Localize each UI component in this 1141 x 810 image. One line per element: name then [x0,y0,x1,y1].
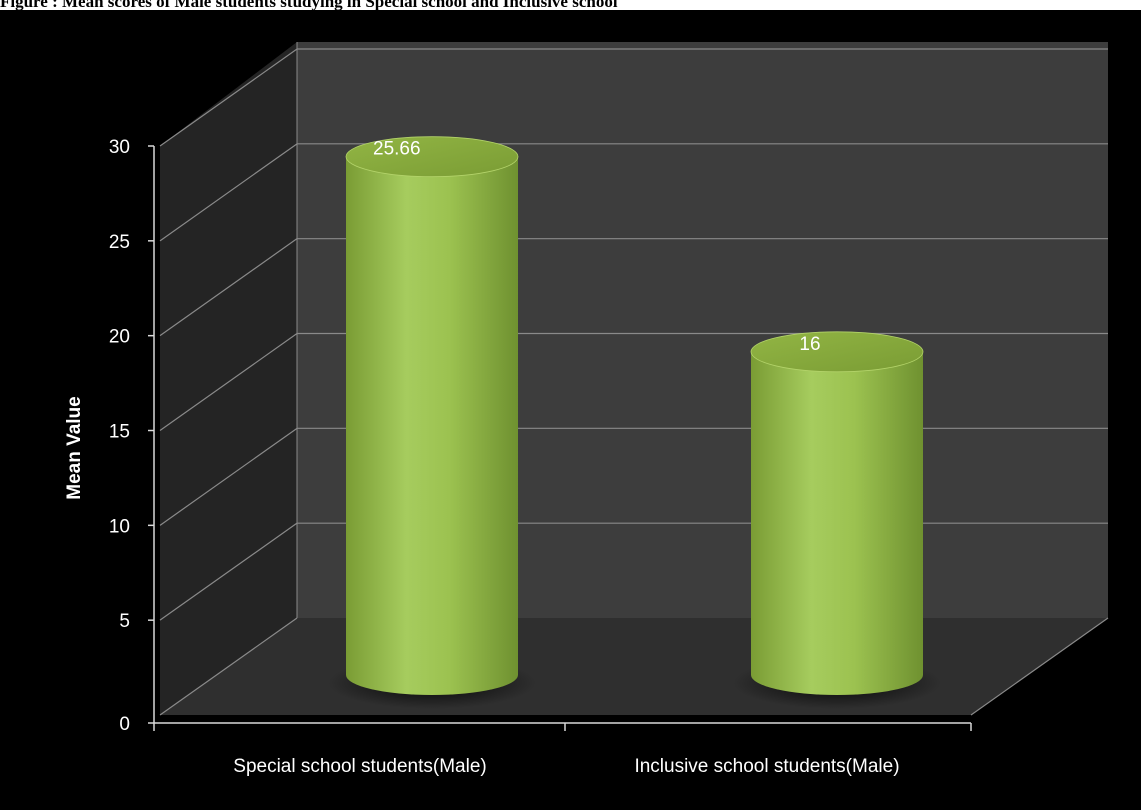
gridline-diagonal [159,143,298,242]
gridline-diagonal [159,427,298,526]
gridline-diagonal [159,333,298,431]
y-tick-label: 15 [109,422,130,443]
y-axis-ticks: 0 5 10 15 20 25 30 [109,137,154,735]
chart-frame: 0 5 10 15 20 25 30 25.66 Special school student… [0,10,1141,810]
bars: 25.66 Special school students(Male) 16 Incl… [233,136,941,777]
gridline-diagonal [159,522,298,621]
y-tick-label: 0 [119,714,130,735]
axes [153,146,972,731]
chart-side-wall [160,42,297,715]
y-tick-label: 25 [109,232,130,253]
chart-floor [160,618,1108,715]
bar-top [345,136,519,178]
floor-edge-left [159,617,298,716]
figure-caption: Figure : Mean scores of Male students st… [0,0,618,11]
floor-edge-right [970,617,1109,716]
gridline-diagonal [159,238,298,337]
y-tick-label: 20 [109,327,130,348]
bar-value-label: 25.66 [373,139,421,160]
y-tick-label: 5 [119,611,130,632]
gridline-diagonal [159,48,298,147]
y-tick-label: 30 [109,137,130,158]
bar-chart: 0 5 10 15 20 25 30 25.66 Special school student… [64,42,1109,777]
bar-value-label: 16 [799,334,820,355]
y-axis-label: Mean Value [64,396,85,500]
x-category-label: Inclusive school students(Male) [634,756,899,777]
bar-body [751,351,923,695]
y-tick-label: 10 [109,516,130,537]
bar-body [346,156,518,696]
bar-top [750,331,924,373]
x-category-label: Special school students(Male) [233,756,486,777]
